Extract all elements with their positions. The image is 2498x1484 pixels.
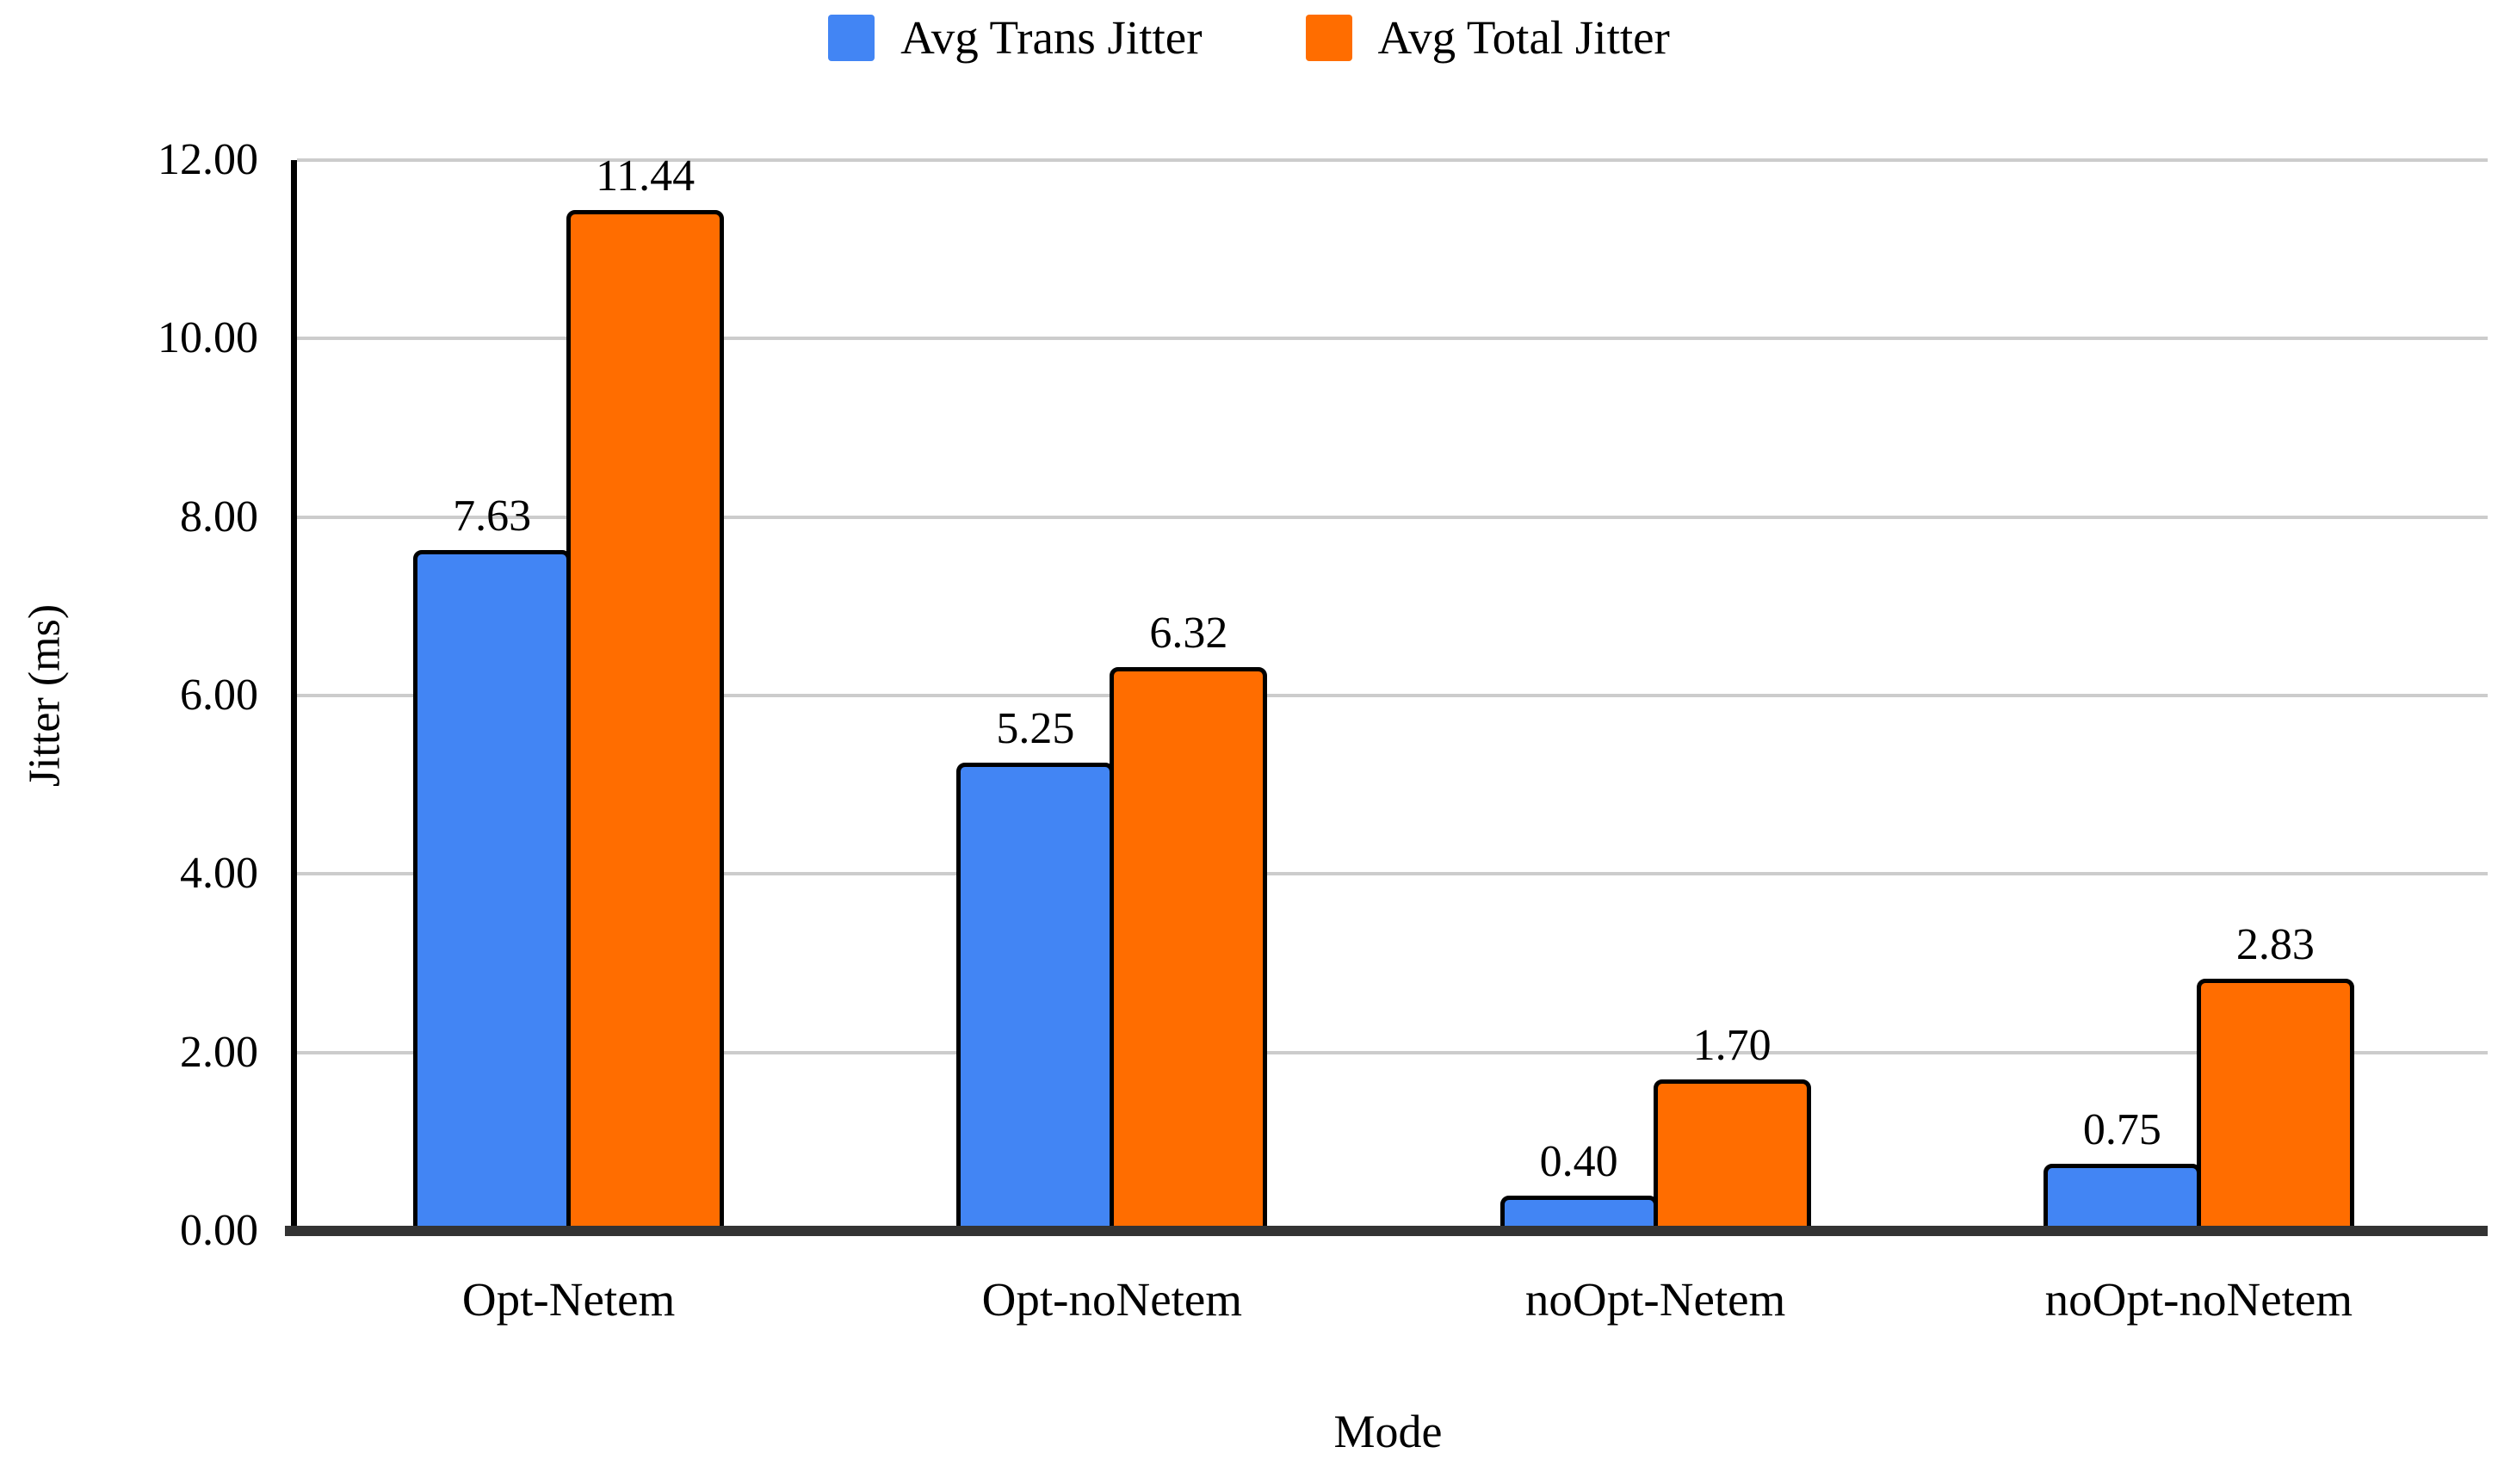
bar-avg-trans-jitter-noopt-nonetem: 0.75 bbox=[2043, 1108, 2201, 1231]
bar-value-label: 2.83 bbox=[2235, 919, 2315, 969]
x-category-label-noopt-netem: noOpt-Netem bbox=[1524, 1273, 1786, 1326]
bar-value-label: 6.32 bbox=[1149, 608, 1228, 658]
bar-avg-trans-jitter-noopt-netem: 0.40 bbox=[1499, 1139, 1658, 1231]
y-tick-label: 10.00 bbox=[158, 313, 258, 363]
bar-avg-total-jitter-noopt-netem: 1.70 bbox=[1653, 1023, 1811, 1231]
bar-value-label: 1.70 bbox=[1692, 1020, 1771, 1070]
x-category-label-opt-netem: Opt-Netem bbox=[461, 1273, 676, 1326]
y-tick-label: 4.00 bbox=[180, 849, 258, 899]
x-category-label-noopt-nonetem: noOpt-noNetem bbox=[2044, 1273, 2353, 1326]
legend-swatch-icon bbox=[1305, 14, 1352, 61]
y-tick-label: 0.00 bbox=[180, 1206, 258, 1255]
legend-item-avg-total-jitter: Avg Total Jitter bbox=[1305, 11, 1670, 64]
bar-value-label: 11.44 bbox=[596, 151, 696, 201]
y-tick-label: 6.00 bbox=[180, 671, 258, 720]
y-axis-line bbox=[291, 160, 297, 1231]
y-tick-label: 2.00 bbox=[180, 1027, 258, 1077]
plot-area: 7.63 11.44 5.25 6.32 0.40 1.70 0.75 2.83 bbox=[285, 154, 2488, 1236]
bar-value-label: 5.25 bbox=[996, 703, 1075, 753]
bar-group-opt-netem: 7.63 11.44 bbox=[297, 154, 840, 1231]
gridline bbox=[297, 158, 2488, 162]
bar-group-noopt-netem: 0.40 1.70 bbox=[1384, 160, 1927, 1231]
bar-avg-total-jitter-opt-nonetem: 6.32 bbox=[1110, 610, 1268, 1231]
chart-legend: Avg Trans Jitter Avg Total Jitter bbox=[0, 14, 2498, 61]
y-tick-label: 8.00 bbox=[180, 492, 258, 541]
bar-value-label: 7.63 bbox=[453, 492, 532, 541]
x-category-label-opt-nonetem: Opt-noNetem bbox=[981, 1273, 1243, 1326]
y-tick-label: 12.00 bbox=[158, 135, 258, 184]
gridline bbox=[297, 1050, 2488, 1054]
x-category-labels: Opt-Netem Opt-noNetem noOpt-Netem noOpt-noN… bbox=[297, 1272, 2470, 1326]
bar-avg-total-jitter-opt-netem: 11.44 bbox=[566, 154, 725, 1231]
bar-avg-trans-jitter-opt-netem: 7.63 bbox=[413, 494, 572, 1231]
gridline bbox=[297, 515, 2488, 519]
gridline bbox=[297, 694, 2488, 697]
bar-avg-trans-jitter-opt-nonetem: 5.25 bbox=[956, 706, 1115, 1231]
legend-label: Avg Trans Jitter bbox=[900, 11, 1203, 64]
bar-group-noopt-nonetem: 0.75 2.83 bbox=[1927, 160, 2470, 1231]
bar-groups: 7.63 11.44 5.25 6.32 0.40 1.70 0.75 2.83 bbox=[297, 154, 2470, 1231]
legend-swatch-icon bbox=[828, 14, 875, 61]
y-axis-ticks: 0.00 2.00 4.00 6.00 8.00 10.00 12.00 bbox=[0, 138, 258, 1253]
bar-avg-total-jitter-noopt-nonetem: 2.83 bbox=[2196, 922, 2354, 1231]
x-axis-title: Mode bbox=[1333, 1406, 1443, 1457]
legend-item-avg-trans-jitter: Avg Trans Jitter bbox=[828, 11, 1203, 64]
bar-group-opt-nonetem: 5.25 6.32 bbox=[840, 160, 1383, 1231]
gridline bbox=[297, 337, 2488, 341]
bar-value-label: 0.75 bbox=[2082, 1105, 2161, 1155]
legend-label: Avg Total Jitter bbox=[1377, 11, 1670, 64]
gridline bbox=[297, 872, 2488, 876]
x-axis-line bbox=[285, 1226, 2488, 1236]
bar-value-label: 0.40 bbox=[1539, 1136, 1618, 1186]
